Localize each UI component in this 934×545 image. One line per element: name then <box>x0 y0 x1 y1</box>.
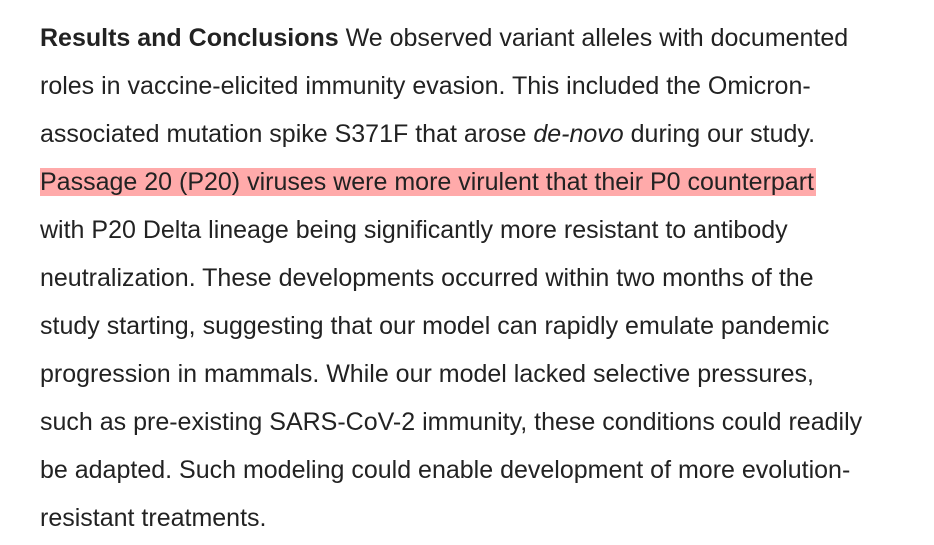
text-line-10: be adapted. Such modeling could enable d… <box>40 456 851 484</box>
body-text: associated mutation spike S371F that aro… <box>40 120 534 148</box>
text-line-5: with P20 Delta lineage being significant… <box>40 216 788 244</box>
text-line-8: progression in mammals. While our model … <box>40 360 814 388</box>
text-line-6: neutralization. These developments occur… <box>40 264 814 292</box>
body-text: We observed variant alleles with documen… <box>338 24 849 52</box>
text-line-9: such as pre-existing SARS-CoV-2 immunity… <box>40 408 863 436</box>
text-line-11: resistant treatments. <box>40 504 267 532</box>
text-line-4: Passage 20 (P20) viruses were more virul… <box>40 161 934 209</box>
text-line-2: roles in vaccine-elicited immunity evasi… <box>40 72 811 100</box>
text-line-3: associated mutation spike S371F that aro… <box>40 113 934 161</box>
body-text: during our study. <box>623 120 816 148</box>
text-line-7: study starting, suggesting that our mode… <box>40 312 830 340</box>
section-heading: Results and Conclusions <box>40 24 339 52</box>
highlighted-sentence: Passage 20 (P20) viruses were more virul… <box>40 168 816 196</box>
italic-term: de-novo <box>533 120 624 148</box>
text-line-1: Results and Conclusions We observed vari… <box>40 17 934 65</box>
